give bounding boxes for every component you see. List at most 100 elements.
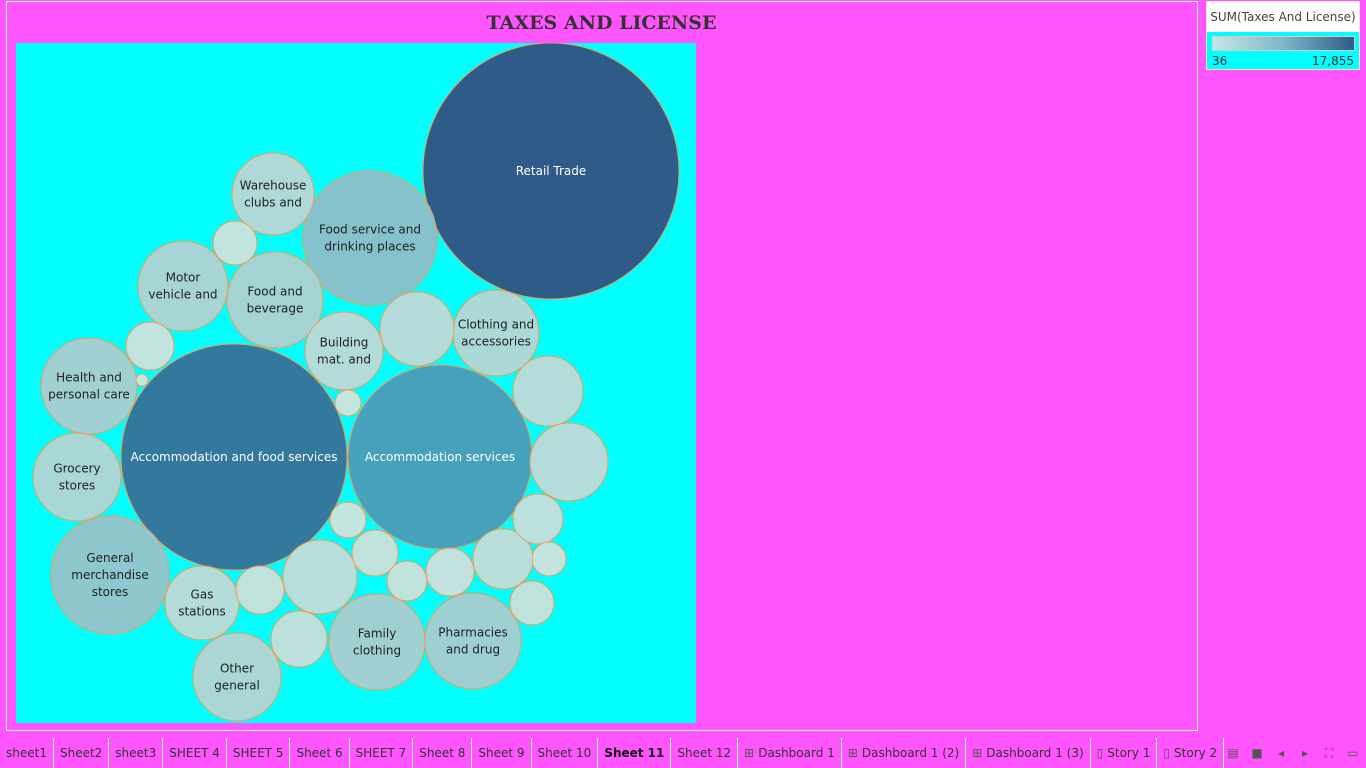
bubble-unlabeled-17[interactable] <box>512 355 584 427</box>
bubble-gas-stations[interactable]: Gas stations <box>164 565 240 641</box>
bubble-mark[interactable] <box>125 321 175 371</box>
bubble-mark[interactable] <box>424 592 522 690</box>
tab-sheet-8[interactable]: Sheet 8 <box>413 738 473 768</box>
bubble-mark[interactable] <box>32 432 122 522</box>
tab-label: Sheet 11 <box>604 746 665 760</box>
bubble-mark[interactable] <box>386 560 428 602</box>
bubble-mark[interactable] <box>329 501 367 539</box>
bubble-food-service-and-drinking-places[interactable]: Food service and drinking places <box>302 170 438 306</box>
bubble-grocery-stores[interactable]: Grocery stores <box>32 432 122 522</box>
bubble-label: Building <box>320 336 369 350</box>
bubble-mark[interactable] <box>512 355 584 427</box>
tab-dashboard-1[interactable]: ⊞ Dashboard 1 <box>738 738 842 768</box>
bubble-label: Motor <box>166 271 201 285</box>
bubble-mark[interactable] <box>351 529 399 577</box>
tab-sheet-10[interactable]: Sheet 10 <box>532 738 599 768</box>
bubble-mark[interactable] <box>40 337 138 435</box>
bubble-mark[interactable] <box>137 240 229 332</box>
color-legend[interactable]: SUM(Taxes And License) 36 17,855 <box>1206 1 1360 70</box>
bubble-mark[interactable] <box>270 610 328 668</box>
bubble-unlabeled-18[interactable] <box>529 422 609 502</box>
bubble-mark[interactable] <box>425 547 475 597</box>
bubble-mark[interactable] <box>422 43 680 300</box>
bubble-mark[interactable] <box>529 422 609 502</box>
bubble-label: clothing <box>353 644 401 658</box>
tab-sheet2[interactable]: Sheet2 <box>54 738 110 768</box>
bubble-mark[interactable] <box>328 593 426 691</box>
tab-sheet1[interactable]: sheet1 <box>0 738 54 768</box>
bubble-mark[interactable] <box>226 251 324 349</box>
tab-sheet-7[interactable]: SHEET 7 <box>350 738 414 768</box>
story-icon: ▯ <box>1163 746 1171 760</box>
show-filmstrip-icon[interactable]: ▤ <box>1227 746 1239 760</box>
bubble-mark[interactable] <box>282 539 358 615</box>
tab-sheet3[interactable]: sheet3 <box>109 738 164 768</box>
bubble-mark[interactable] <box>302 170 438 306</box>
bubble-pharmacies-and-drug[interactable]: Pharmacies and drug <box>424 592 522 690</box>
tab-sheet-12[interactable]: Sheet 12 <box>671 738 739 768</box>
bubble-unlabeled-24[interactable] <box>425 547 475 597</box>
tab-label: Sheet 6 <box>296 746 343 760</box>
tab-sheet-5[interactable]: SHEET 5 <box>227 738 291 768</box>
bubble-mark[interactable] <box>304 311 384 391</box>
bubble-unlabeled-27[interactable] <box>386 560 428 602</box>
bubble-family-clothing[interactable]: Family clothing <box>328 593 426 691</box>
next-sheet-icon[interactable]: ▸ <box>1301 746 1309 760</box>
bubble-motor-vehicle-and[interactable]: Motor vehicle and <box>137 240 229 332</box>
tab-story-1[interactable]: ▯ Story 1 <box>1091 738 1158 768</box>
bubble-general-merchandise-stores[interactable]: General merchandise stores <box>50 515 170 635</box>
tab-sheet-4[interactable]: SHEET 4 <box>163 738 227 768</box>
bubble-mark[interactable] <box>164 565 240 641</box>
bubble-mark[interactable] <box>334 389 362 417</box>
tab-sheet-9[interactable]: Sheet 9 <box>472 738 532 768</box>
bubble-mark[interactable] <box>135 373 149 387</box>
bubble-mark[interactable] <box>120 343 348 571</box>
bubble-unlabeled-22[interactable] <box>512 493 564 545</box>
bubble-mark[interactable] <box>512 493 564 545</box>
bubble-unlabeled-25[interactable] <box>235 565 285 615</box>
bubble-unlabeled-26[interactable] <box>509 580 555 626</box>
presentation-mode-icon[interactable]: ▭ <box>1347 746 1359 760</box>
dashboard-icon: ⊞ <box>847 746 858 760</box>
fullscreen-icon[interactable]: ⛶ <box>1324 745 1334 760</box>
bubble-mark[interactable] <box>379 291 455 367</box>
tab-sheet-11[interactable]: Sheet 11 <box>598 738 672 768</box>
legend-max-label: 17,855 <box>1312 54 1354 68</box>
bubble-mark[interactable] <box>231 152 315 236</box>
bubble-unlabeled-33[interactable] <box>135 373 149 387</box>
tab-sheet-6[interactable]: Sheet 6 <box>290 738 350 768</box>
show-sheet-icon[interactable]: ■ <box>1251 746 1263 760</box>
bubble-unlabeled-31[interactable] <box>531 541 567 577</box>
bubble-unlabeled-19[interactable] <box>282 539 358 615</box>
bubble-unlabeled-30[interactable] <box>329 501 367 539</box>
bubble-unlabeled-16[interactable] <box>379 291 455 367</box>
bubble-mark[interactable] <box>50 515 170 635</box>
bubble-building-mat-and[interactable]: Building mat. and <box>304 311 384 391</box>
bubble-food-and-beverage[interactable]: Food and beverage <box>226 251 324 349</box>
bubble-mark[interactable] <box>212 220 258 266</box>
tab-dashboard-1-2[interactable]: ⊞ Dashboard 1 (2) <box>842 738 967 768</box>
legend-color-ramp <box>1212 36 1355 51</box>
bubble-mark[interactable] <box>235 565 285 615</box>
tab-dashboard-1-3[interactable]: ⊞ Dashboard 1 (3) <box>966 738 1091 768</box>
bubble-unlabeled-28[interactable] <box>125 321 175 371</box>
bubble-mark[interactable] <box>509 580 555 626</box>
bubble-health-and-personal-care[interactable]: Health and personal care <box>40 337 138 435</box>
bubble-unlabeled-20[interactable] <box>270 610 328 668</box>
bubble-retail-trade[interactable]: Retail Trade <box>422 43 680 300</box>
bubble-mark[interactable] <box>531 541 567 577</box>
bubble-plot-area[interactable]: Retail Trade Accommodation and food servi… <box>16 43 696 723</box>
bubble-unlabeled-23[interactable] <box>351 529 399 577</box>
bubble-other-general[interactable]: Other general <box>192 632 282 722</box>
tab-label: Sheet 10 <box>537 746 592 760</box>
bubble-label: stores <box>59 479 96 493</box>
prev-sheet-icon[interactable]: ◂ <box>1277 746 1285 760</box>
bubble-mark[interactable] <box>192 632 282 722</box>
bubble-unlabeled-32[interactable] <box>334 389 362 417</box>
bubble-unlabeled-29[interactable] <box>212 220 258 266</box>
legend-min-label: 36 <box>1212 54 1228 68</box>
bubble-accommodation-services[interactable]: Accommodation services <box>347 364 533 550</box>
bubble-accommodation-and-food-services[interactable]: Accommodation and food services <box>120 343 348 571</box>
tab-story-2[interactable]: ▯ Story 2 <box>1157 738 1225 768</box>
bubble-warehouse-clubs-and[interactable]: Warehouse clubs and <box>231 152 315 236</box>
